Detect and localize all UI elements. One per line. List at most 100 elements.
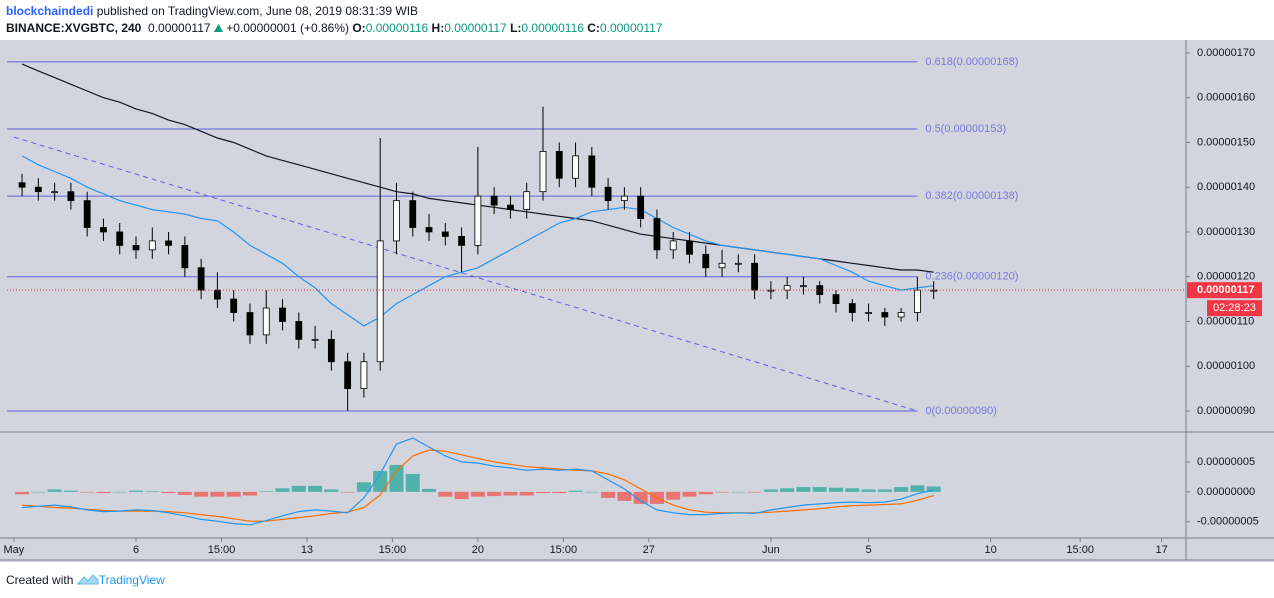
y-tick-label: 0.00000000 [1197, 486, 1255, 498]
change: +0.00000001 (+0.86%) [226, 21, 349, 35]
histogram-bar [161, 491, 176, 494]
candle-body [425, 227, 433, 233]
candle-body [376, 240, 384, 363]
up-arrow [213, 24, 223, 32]
x-tick-label: 17 [1155, 544, 1167, 556]
candle-body [930, 289, 938, 292]
price-tag [1187, 282, 1262, 299]
histogram-bar [259, 491, 274, 492]
candle-body [409, 200, 417, 228]
chart-background [0, 40, 1274, 562]
y-tick-label: -0.00000005 [1197, 516, 1259, 528]
y-tick-label: 0.00000130 [1197, 226, 1255, 238]
histogram-bar [226, 491, 241, 497]
histogram-bar [129, 490, 144, 492]
candle-body [572, 155, 579, 179]
histogram-bar [747, 491, 762, 493]
histogram-bar [601, 491, 616, 498]
y-tick-label: 0.00000090 [1197, 405, 1255, 417]
candle-body [555, 151, 563, 179]
candle-body [279, 307, 286, 322]
last: 0.00000117 [148, 21, 211, 35]
candle-body [246, 312, 254, 336]
candle-body [523, 191, 531, 210]
histogram-bar [812, 487, 827, 492]
histogram-bar [324, 489, 339, 492]
candle-body [458, 236, 465, 246]
histogram-bar [80, 491, 95, 493]
histogram-bar [715, 491, 730, 493]
logo [76, 574, 99, 585]
x-tick-label: 10 [985, 544, 997, 556]
histogram-bar [356, 482, 371, 492]
histogram-bar [829, 487, 844, 492]
candle-body [311, 338, 319, 341]
histogram-bar [796, 487, 811, 492]
trend-line [13, 136, 918, 412]
candle-body [344, 361, 352, 389]
ohlc-label: L: [510, 21, 522, 35]
histogram-bar [275, 488, 290, 492]
candle-body [51, 191, 59, 194]
candle-body [132, 244, 140, 251]
ohlc-value: 0.00000116 [521, 21, 584, 35]
histogram-bar [454, 491, 469, 500]
footer-brand[interactable]: TradingView [98, 573, 165, 587]
histogram-bar [340, 491, 355, 493]
histogram-bar [47, 489, 62, 492]
y-tick-label: 0.00000150 [1197, 136, 1255, 148]
y-tick-label: 0.00000170 [1197, 47, 1255, 59]
fib-label: 0.5(0.00000153) [925, 123, 1006, 135]
footer-text: Created with [6, 573, 74, 587]
header-line: blockchaindedi published on TradingView.… [6, 4, 418, 18]
candle-body [653, 218, 661, 251]
x-tick-label: Jun [762, 544, 780, 556]
x-tick-label: 15:00 [379, 544, 407, 556]
candle-body [604, 186, 612, 202]
histogram-bar [617, 491, 632, 501]
candle-body [165, 240, 172, 246]
symbol-line: BINANCE:XVGBTC, 240 0.00000117 +0.000000… [6, 21, 662, 35]
ohlc-label: H: [431, 21, 445, 35]
candle-body [295, 321, 303, 340]
ohlc-value: 0.00000116 [365, 21, 429, 35]
fib-label: 0.236(0.00000120) [925, 271, 1018, 283]
histogram-bar [519, 491, 534, 496]
candle-body [100, 227, 107, 233]
candle-body [262, 307, 270, 336]
candle-body [686, 240, 693, 255]
candle-body [800, 285, 807, 288]
histogram-bar [438, 491, 453, 497]
x-tick-label: 27 [643, 544, 655, 556]
candle-body [507, 204, 514, 210]
histogram-bar [503, 491, 518, 496]
histogram-bar [15, 491, 30, 495]
histogram-bar [177, 491, 192, 495]
fib-label: 0.618(0.00000168) [925, 56, 1018, 68]
candle-body [230, 298, 238, 313]
candle-body [783, 285, 791, 291]
y-tick-label: 0.00000120 [1197, 271, 1255, 283]
candle-body [197, 267, 205, 291]
ohlc-label: O: [352, 21, 366, 35]
y-tick-label: 0.00000110 [1197, 315, 1254, 327]
author[interactable]: blockchaindedi [6, 4, 94, 18]
ohlc-label: C: [587, 21, 600, 35]
macd-line [22, 437, 934, 526]
x-tick-label: 13 [301, 544, 313, 556]
candle-body [34, 186, 42, 193]
ohlc-value: 0.00000117 [599, 21, 663, 35]
candle-body [214, 289, 221, 300]
histogram-bar [584, 491, 599, 493]
candle-body [67, 191, 75, 202]
histogram-bar [422, 488, 437, 492]
candle-body [18, 182, 26, 188]
histogram-bar [373, 470, 388, 492]
histogram-bar [242, 491, 257, 496]
histogram-bar [291, 485, 306, 492]
histogram-bar [926, 486, 941, 492]
candle-body [848, 303, 856, 313]
symbol: BINANCE:XVGBTC, 240 [6, 21, 142, 35]
candle-body [702, 253, 710, 269]
